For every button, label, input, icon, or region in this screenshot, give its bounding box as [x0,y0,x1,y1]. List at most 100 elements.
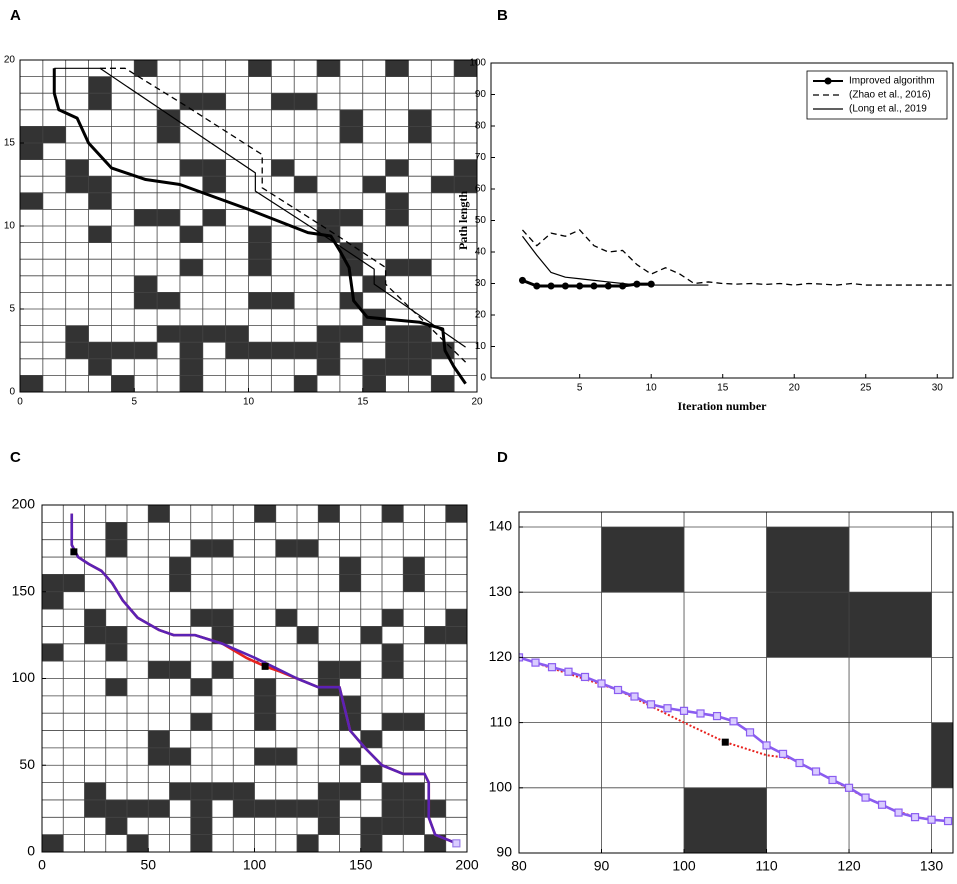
obstacle [275,539,297,558]
obstacle [431,375,455,392]
legend-marker [824,77,832,85]
obstacle [148,799,170,818]
obstacle [294,342,318,359]
legend-label: Improved algorithm [849,76,935,87]
obstacle [382,609,404,627]
marker [547,282,555,290]
marker [613,685,623,695]
obstacle [318,817,340,835]
obstacle [317,60,340,77]
y-tick-label: 100 [489,779,513,795]
obstacle [382,782,404,800]
x-tick-label: 10 [646,383,658,394]
marker [531,658,540,667]
obstacle [339,782,361,800]
y-tick-label: 0 [27,843,35,859]
obstacle [382,713,404,731]
x-tick-label: 200 [455,857,479,873]
obstacle [212,539,234,558]
obstacle [360,626,382,644]
series-line [521,235,709,286]
y-tick-label: 150 [12,582,36,598]
y-tick-label: 130 [489,583,513,599]
x-tick-label: 25 [860,383,872,394]
obstacle [42,591,64,610]
y-tick-label: 20 [4,55,16,66]
obstacle [20,375,43,392]
obstacle [105,799,127,818]
obstacle [445,609,467,627]
x-tick-label: 20 [789,383,801,394]
obstacle [212,782,234,800]
plot-area [20,60,477,392]
y-tick-label: 40 [475,247,487,258]
obstacle [339,713,361,731]
obstacle [271,93,295,110]
obstacle [271,292,295,309]
obstacle [454,159,477,177]
obstacle [362,358,386,376]
obstacle [42,574,64,592]
series-line [52,68,467,385]
obstacle [254,505,276,523]
obstacle [84,799,106,818]
y-tick-label: 10 [475,341,487,352]
obstacle [403,799,425,818]
marker [452,839,461,848]
obstacle [318,505,340,523]
obstacle [424,626,446,644]
y-tick-label: 50 [19,756,35,772]
obstacle [294,93,318,110]
obstacle [88,192,112,210]
obstacle [254,799,276,818]
obstacle [134,342,158,359]
obstacle [169,557,191,575]
obstacle [179,226,203,243]
obstacle [317,209,340,226]
obstacle [148,505,170,523]
x-tick-label: 10 [243,397,255,408]
obstacle [190,713,212,731]
obstacle [318,782,340,800]
obstacle [20,126,43,143]
obstacle [275,747,297,766]
y-tick-label: 5 [9,304,15,315]
obstacle [157,209,180,226]
obstacle [157,109,180,127]
marker [696,709,705,718]
obstacle [148,661,170,679]
obstacle [65,176,89,193]
obstacle [157,126,180,143]
obstacle [339,557,361,575]
y-tick-label: 80 [475,121,487,132]
obstacle [382,643,404,662]
marker [795,758,804,768]
marker [877,800,887,809]
obstacle [42,834,64,852]
obstacle [134,60,158,77]
obstacle [179,375,203,392]
y-tick-label: 10 [4,221,16,232]
marker [604,282,612,290]
obstacle [105,539,127,558]
obstacle [169,661,191,679]
obstacle [225,325,249,343]
legend-label: (Zhao et al., 2016) [849,90,931,101]
obstacle [271,159,295,177]
obstacle [65,325,89,343]
x-axis-title: Iteration number [678,399,768,413]
obstacle [233,799,255,818]
marker [778,749,788,758]
obstacle [248,342,272,359]
obstacle [212,609,234,627]
x-tick-label: 15 [357,397,369,408]
obstacle [408,126,432,143]
obstacle [254,678,276,696]
marker [576,282,584,290]
obstacle [134,209,158,226]
marker [762,741,771,750]
obstacle [385,192,409,210]
marker [745,728,755,737]
obstacle [360,765,382,783]
obstacle [684,787,767,853]
